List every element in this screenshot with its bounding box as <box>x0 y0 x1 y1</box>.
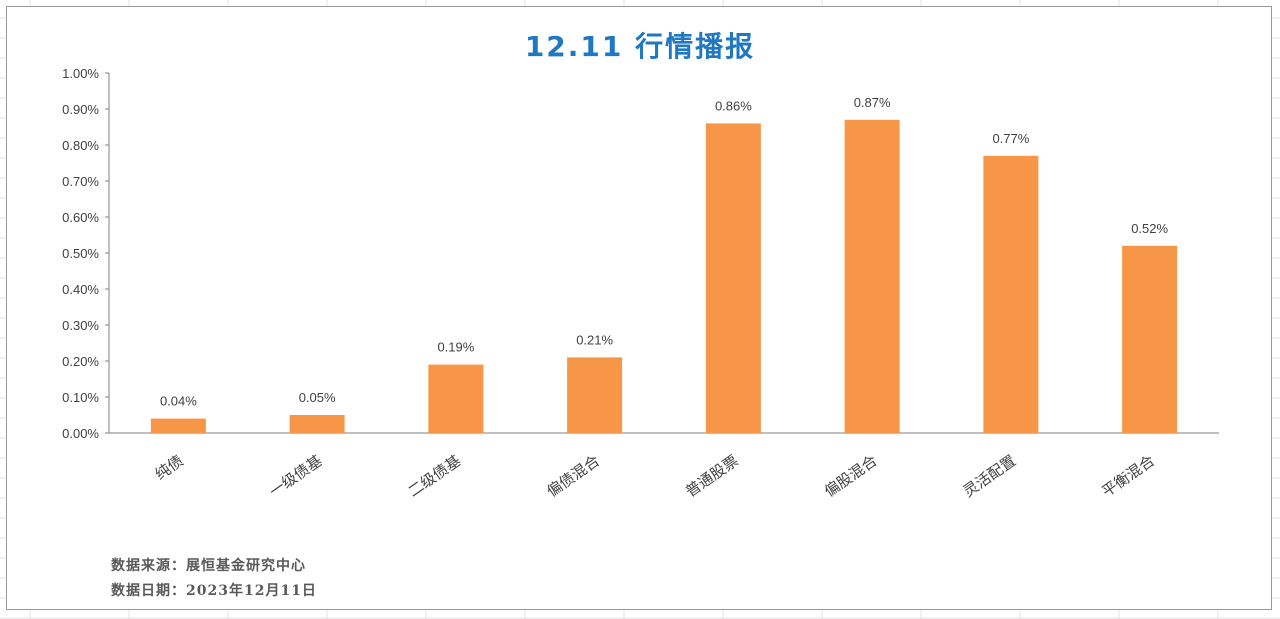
bar-data-label: 0.86% <box>715 98 752 113</box>
bar-data-label: 0.04% <box>160 394 197 409</box>
y-tick-label: 0.90% <box>62 102 99 117</box>
x-category-label: 偏股混合 <box>821 452 880 501</box>
bar <box>150 418 206 433</box>
bar-data-label: 0.05% <box>299 390 336 405</box>
y-tick-label: 0.40% <box>62 282 99 297</box>
x-category-label: 偏债混合 <box>543 452 602 501</box>
y-tick-label: 0.00% <box>62 426 99 441</box>
bar <box>705 123 761 434</box>
y-tick-label: 0.30% <box>62 318 99 333</box>
y-tick-label: 1.00% <box>62 66 99 81</box>
data-source-note: 数据来源：展恒基金研究中心 <box>111 558 306 574</box>
bar <box>289 415 345 433</box>
y-tick-label: 0.60% <box>62 210 99 225</box>
y-tick-label: 0.80% <box>62 138 99 153</box>
data-date-note: 数据日期：2023年12月11日 <box>111 583 317 599</box>
x-category-label: 平衡混合 <box>1098 452 1157 501</box>
bar-data-label: 0.19% <box>437 340 474 355</box>
bar <box>983 155 1039 434</box>
x-category-label: 灵活配置 <box>960 452 1019 501</box>
y-tick-label: 0.20% <box>62 354 99 369</box>
x-category-label: 一级债基 <box>266 452 325 501</box>
bar <box>1122 245 1178 433</box>
y-tick-label: 0.70% <box>62 174 99 189</box>
y-tick-label: 0.10% <box>62 390 99 405</box>
x-category-label: 二级债基 <box>405 452 464 501</box>
bar-data-label: 0.52% <box>1131 221 1168 236</box>
chart-panel: 12.11 行情播报 0.00% 0.10% 0.20% 0.30% 0.40% 0.50… <box>6 6 1272 610</box>
bar <box>428 364 484 433</box>
x-category-label: 纯债 <box>152 452 187 484</box>
bar-data-label: 0.21% <box>576 332 613 347</box>
bar <box>567 357 623 433</box>
bar-chart: 0.00% 0.10% 0.20% 0.30% 0.40% 0.50% 0.60% 0.70%… <box>62 66 1219 501</box>
y-tick-label: 0.50% <box>62 246 99 261</box>
bar <box>844 119 900 434</box>
bar-data-label: 0.77% <box>992 131 1029 146</box>
chart-title: 12.11 行情播报 <box>524 30 756 63</box>
x-category-label: 普通股票 <box>682 452 741 501</box>
bar-data-label: 0.87% <box>854 95 891 110</box>
